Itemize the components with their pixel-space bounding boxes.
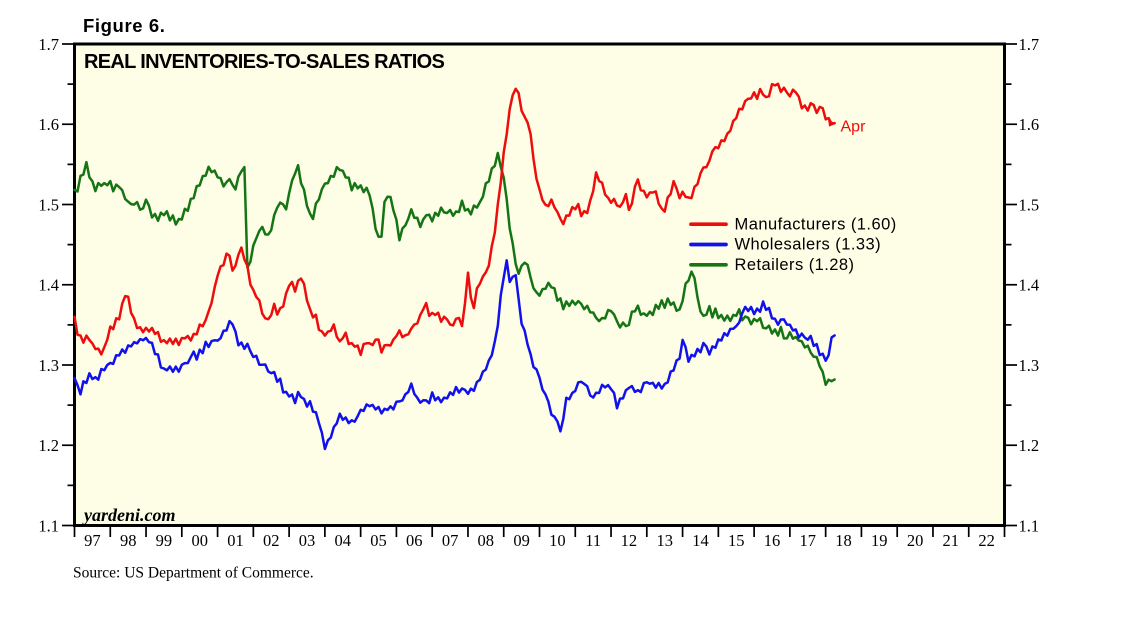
- svg-text:Figure 6.: Figure 6.: [83, 15, 166, 36]
- svg-text:05: 05: [370, 531, 387, 550]
- svg-text:20: 20: [907, 531, 924, 550]
- svg-text:18: 18: [835, 531, 852, 550]
- svg-text:1.5: 1.5: [1019, 196, 1040, 215]
- svg-text:1.6: 1.6: [38, 115, 59, 134]
- svg-text:1.1: 1.1: [1019, 517, 1040, 536]
- svg-text:14: 14: [692, 531, 709, 550]
- svg-text:1.2: 1.2: [1019, 436, 1040, 455]
- svg-text:98: 98: [120, 531, 137, 550]
- svg-text:02: 02: [263, 531, 280, 550]
- svg-text:99: 99: [156, 531, 173, 550]
- svg-text:19: 19: [871, 531, 888, 550]
- svg-text:03: 03: [299, 531, 316, 550]
- svg-text:1.3: 1.3: [1019, 356, 1040, 375]
- svg-text:17: 17: [800, 531, 817, 550]
- svg-text:Manufacturers (1.60): Manufacturers (1.60): [735, 215, 897, 233]
- svg-text:13: 13: [656, 531, 673, 550]
- svg-text:09: 09: [513, 531, 530, 550]
- svg-text:Apr: Apr: [841, 119, 867, 136]
- svg-text:1.5: 1.5: [38, 196, 59, 215]
- svg-text:REAL INVENTORIES-TO-SALES RATI: REAL INVENTORIES-TO-SALES RATIOS: [84, 51, 444, 73]
- svg-text:07: 07: [442, 531, 459, 550]
- svg-text:1.4: 1.4: [38, 276, 59, 295]
- svg-text:1.6: 1.6: [1019, 115, 1040, 134]
- svg-text:97: 97: [84, 531, 101, 550]
- svg-text:11: 11: [585, 531, 601, 550]
- svg-text:22: 22: [978, 531, 995, 550]
- svg-text:Wholesalers (1.33): Wholesalers (1.33): [735, 236, 882, 254]
- svg-text:21: 21: [943, 531, 960, 550]
- svg-text:Source: US Department of Comme: Source: US Department of Commerce.: [73, 565, 314, 582]
- svg-text:16: 16: [764, 531, 781, 550]
- svg-text:yardeni.com: yardeni.com: [82, 505, 176, 525]
- svg-text:1.2: 1.2: [38, 436, 59, 455]
- svg-text:Retailers (1.28): Retailers (1.28): [735, 256, 855, 274]
- svg-text:1.7: 1.7: [1019, 35, 1040, 54]
- svg-text:06: 06: [406, 531, 423, 550]
- svg-text:10: 10: [549, 531, 566, 550]
- svg-text:01: 01: [227, 531, 244, 550]
- svg-text:15: 15: [728, 531, 745, 550]
- svg-text:00: 00: [191, 531, 208, 550]
- svg-text:08: 08: [478, 531, 495, 550]
- svg-text:1.4: 1.4: [1019, 276, 1040, 295]
- svg-text:1.1: 1.1: [38, 517, 59, 536]
- svg-text:12: 12: [621, 531, 638, 550]
- svg-text:1.7: 1.7: [38, 35, 59, 54]
- svg-text:1.3: 1.3: [38, 356, 59, 375]
- svg-text:04: 04: [335, 531, 352, 550]
